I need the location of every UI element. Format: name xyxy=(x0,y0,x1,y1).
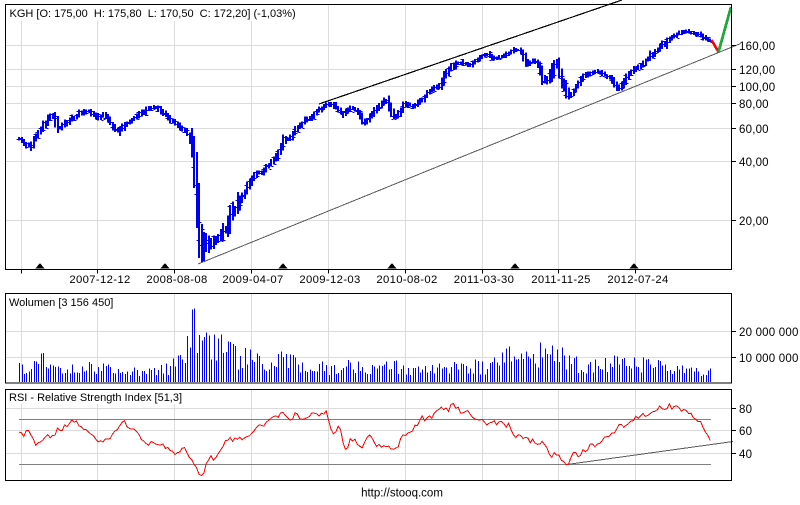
svg-text:40,00: 40,00 xyxy=(739,157,769,169)
svg-text:80,00: 80,00 xyxy=(739,99,769,111)
svg-text:2011-03-30: 2011-03-30 xyxy=(454,274,514,286)
svg-text:160,00: 160,00 xyxy=(739,41,775,53)
svg-text:2009-04-07: 2009-04-07 xyxy=(222,274,283,286)
svg-text:20,00: 20,00 xyxy=(739,216,769,228)
svg-text:2007-12-12: 2007-12-12 xyxy=(69,274,130,286)
svg-text:120,00: 120,00 xyxy=(739,65,775,77)
svg-text:2012-07-24: 2012-07-24 xyxy=(607,274,668,286)
svg-text:20 000 000: 20 000 000 xyxy=(739,327,799,339)
svg-text:60,00: 60,00 xyxy=(739,124,769,136)
svg-text:2011-11-25: 2011-11-25 xyxy=(531,274,591,286)
svg-text:2010-08-02: 2010-08-02 xyxy=(376,274,437,286)
svg-text:http://stooq.com: http://stooq.com xyxy=(361,488,443,500)
svg-text:KGH [O: 175,00 H: 175,80 L:: KGH [O: 175,00 H: 175,80 L: 170,50 C: 17… xyxy=(10,8,296,20)
svg-text:RSI - Relative Strength Index: RSI - Relative Strength Index [51,3] xyxy=(9,392,182,404)
svg-text:10 000 000: 10 000 000 xyxy=(739,353,799,365)
svg-text:60: 60 xyxy=(739,426,752,438)
svg-text:40: 40 xyxy=(739,449,752,461)
svg-text:Wolumen [3 156 450]: Wolumen [3 156 450] xyxy=(9,297,113,309)
svg-text:80: 80 xyxy=(739,404,752,416)
svg-text:2009-12-03: 2009-12-03 xyxy=(299,274,360,286)
svg-text:100,00: 100,00 xyxy=(739,82,775,94)
svg-text:2008-08-08: 2008-08-08 xyxy=(146,274,207,286)
